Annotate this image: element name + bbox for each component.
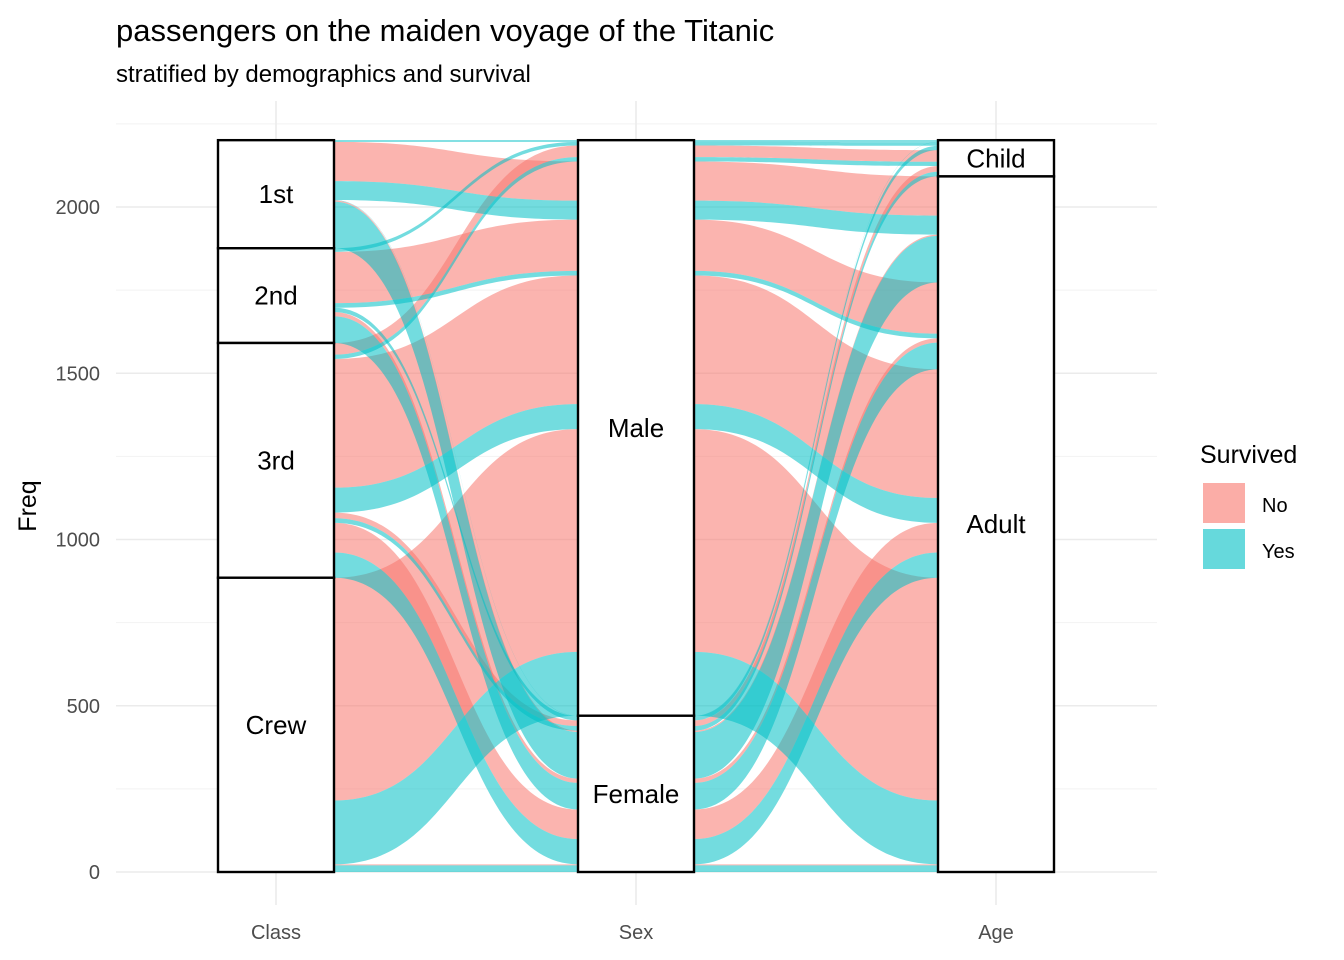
flow-crew-female-no (334, 864, 578, 866)
flow-male-child-yes (694, 140, 938, 142)
legend-key-no (1203, 483, 1245, 523)
y-tick-label: 2000 (56, 197, 101, 219)
flow-male-child-yes (694, 157, 938, 167)
flow-male-adult-no (694, 275, 938, 498)
flow-3rd-female-yes (334, 552, 578, 865)
flow-1st-male-yes (334, 181, 578, 220)
flow-3rd-female-no (334, 522, 578, 840)
flow-female-adult-no (694, 522, 938, 840)
x-tick-label-sex: Sex (619, 922, 653, 944)
chart-title: passengers on the maiden voyage of the T… (116, 13, 774, 48)
flows (334, 140, 938, 872)
x-tick-label-class: Class (251, 922, 301, 944)
stratum-box-sex-male (576, 138, 696, 717)
flow-2nd-female-yes (334, 316, 578, 810)
flow-3rd-male-no (334, 275, 578, 488)
stratum-label-sex-male: Male (608, 413, 664, 443)
flow-crew-female-yes (334, 865, 578, 872)
x-tick-label-age: Age (978, 922, 1014, 944)
flow-1st-female-yes (334, 201, 578, 779)
stratum-box-age-adult (936, 175, 1056, 874)
flow-1st-male-no (334, 141, 578, 201)
stratum-label-class-3rd: 3rd (257, 445, 295, 475)
flow-female-adult-no (694, 864, 938, 866)
flow-3rd-female-yes (334, 518, 578, 731)
stratum-box-class-crew (216, 576, 336, 874)
flow-male-adult-yes (694, 200, 938, 235)
stratum-label-class-1st: 1st (259, 179, 294, 209)
stratum-label-age-adult: Adult (966, 509, 1026, 539)
y-axis-label: Freq (14, 480, 42, 531)
flow-female-adult-no (694, 338, 938, 783)
y-tick-label: 1000 (56, 530, 101, 552)
flow-1st-male-yes (334, 140, 578, 142)
flow-crew-male-no (334, 429, 578, 801)
legend-title: Survived (1200, 441, 1297, 469)
flow-male-adult-no (694, 429, 938, 801)
flow-female-adult-yes (694, 552, 938, 865)
flow-2nd-male-yes (334, 270, 578, 308)
flow-male-adult-no (694, 161, 938, 216)
legend-label-no: No (1262, 495, 1288, 517)
flow-male-adult-yes (694, 270, 938, 339)
stratum-box-class-1st (216, 138, 336, 250)
flow-female-adult-yes (694, 342, 938, 810)
stratum-label-sex-female: Female (593, 779, 680, 809)
stratum-box-class-3rd (216, 341, 336, 579)
axes: 0 500 1000 1500 2000 Class Sex Age (56, 197, 1014, 944)
stratum-label-age-child: Child (966, 143, 1025, 173)
legend: Survived No Yes (1200, 441, 1297, 569)
flow-2nd-female-no (334, 312, 578, 783)
flow-male-adult-yes (694, 404, 938, 523)
flow-male-child-yes (694, 141, 938, 146)
legend-label-yes: Yes (1262, 541, 1295, 563)
flow-2nd-female-yes (334, 307, 578, 721)
stratum-box-class-2nd (216, 247, 336, 345)
flow-3rd-male-yes (334, 157, 578, 359)
flow-male-child-no (694, 145, 938, 162)
flow-female-child-yes (694, 145, 938, 721)
flow-female-adult-yes (694, 235, 938, 779)
flow-female-adult-no (694, 234, 938, 733)
flow-3rd-male-yes (334, 404, 578, 513)
y-tick-label: 0 (89, 862, 100, 884)
flow-female-adult-yes (694, 865, 938, 872)
stratum-label-class-2nd: 2nd (254, 281, 297, 311)
stratum-box-sex-female (576, 714, 696, 874)
y-tick-label: 1500 (56, 363, 101, 385)
strata: 1st 2nd 3rd Crew Male Female Child Adult (216, 138, 1056, 874)
stratum-label-class-crew: Crew (246, 710, 307, 740)
flow-female-child-yes (694, 141, 938, 717)
legend-key-yes (1203, 529, 1245, 569)
chart-subtitle: stratified by demographics and survival (116, 61, 531, 88)
y-tick-label: 500 (67, 696, 100, 718)
